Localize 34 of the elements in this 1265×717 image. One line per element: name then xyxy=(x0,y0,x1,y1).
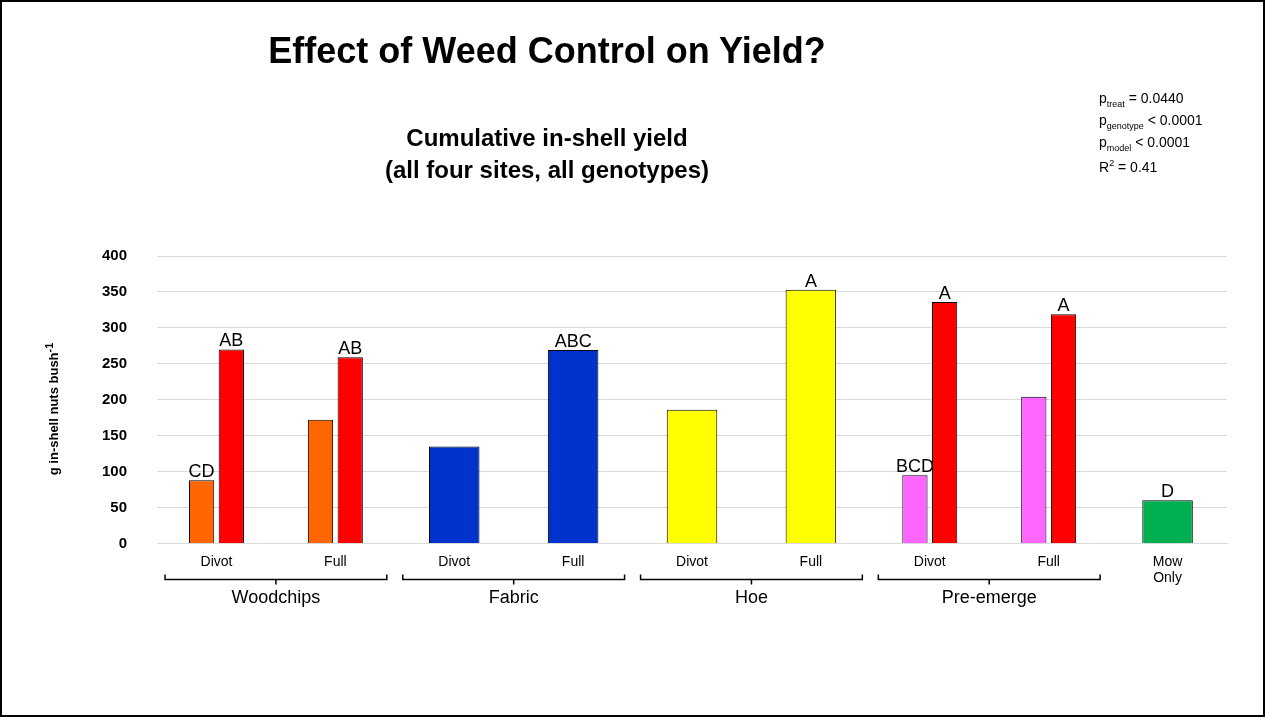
x-tick-label: Divot xyxy=(200,552,233,569)
y-tick-label: 0 xyxy=(118,533,128,551)
text: Hoe xyxy=(734,587,768,608)
data-label: CD xyxy=(188,461,215,482)
text: Woodchips xyxy=(231,587,321,608)
text: Fabric xyxy=(488,587,539,608)
x-tick-label: Divot xyxy=(676,552,709,569)
y-tick-label: 250 xyxy=(102,353,128,371)
y-tick-label: 400 xyxy=(102,246,128,264)
chart-title: Effect of Weed Control on Yield? xyxy=(267,30,827,72)
data-label: D xyxy=(1161,481,1175,502)
x-tick-label: Full xyxy=(324,552,347,569)
y-tick-label: 300 xyxy=(102,317,128,335)
y-tick-label: 350 xyxy=(102,282,128,300)
y-tick-label: 150 xyxy=(102,425,128,443)
x-tick-label: Mow Only xyxy=(1152,552,1184,586)
data-label: BCD xyxy=(895,456,934,477)
x-tick-label: Divot xyxy=(438,552,471,569)
data-label: ABC xyxy=(554,331,592,352)
x-tick-label: Full xyxy=(1037,552,1060,569)
chart-subtitle: Cumulative in-shell yield (all four sites, all genotypes) xyxy=(384,124,710,183)
x-tick-label: Divot xyxy=(913,552,946,569)
data-label: AB xyxy=(338,338,363,359)
data-label: AB xyxy=(219,330,244,351)
x-tick-label: Full xyxy=(799,552,823,569)
data-label: A xyxy=(938,282,951,303)
y-tick-label: 200 xyxy=(102,389,128,407)
text: p$_{treat}$ = 0.0440 p$_{genotype}$ < 0.0001 p$_{model}$ < 0.0001 R$^{2}$ = 0.41 xyxy=(1099,90,1203,176)
y-tick-label: 50 xyxy=(110,497,128,515)
x-tick-label: Full xyxy=(561,552,585,569)
data-label: A xyxy=(1057,295,1070,316)
text: Pre-emerge xyxy=(941,587,1037,608)
data-label: A xyxy=(804,270,817,291)
y-tick-label: 100 xyxy=(102,461,128,479)
